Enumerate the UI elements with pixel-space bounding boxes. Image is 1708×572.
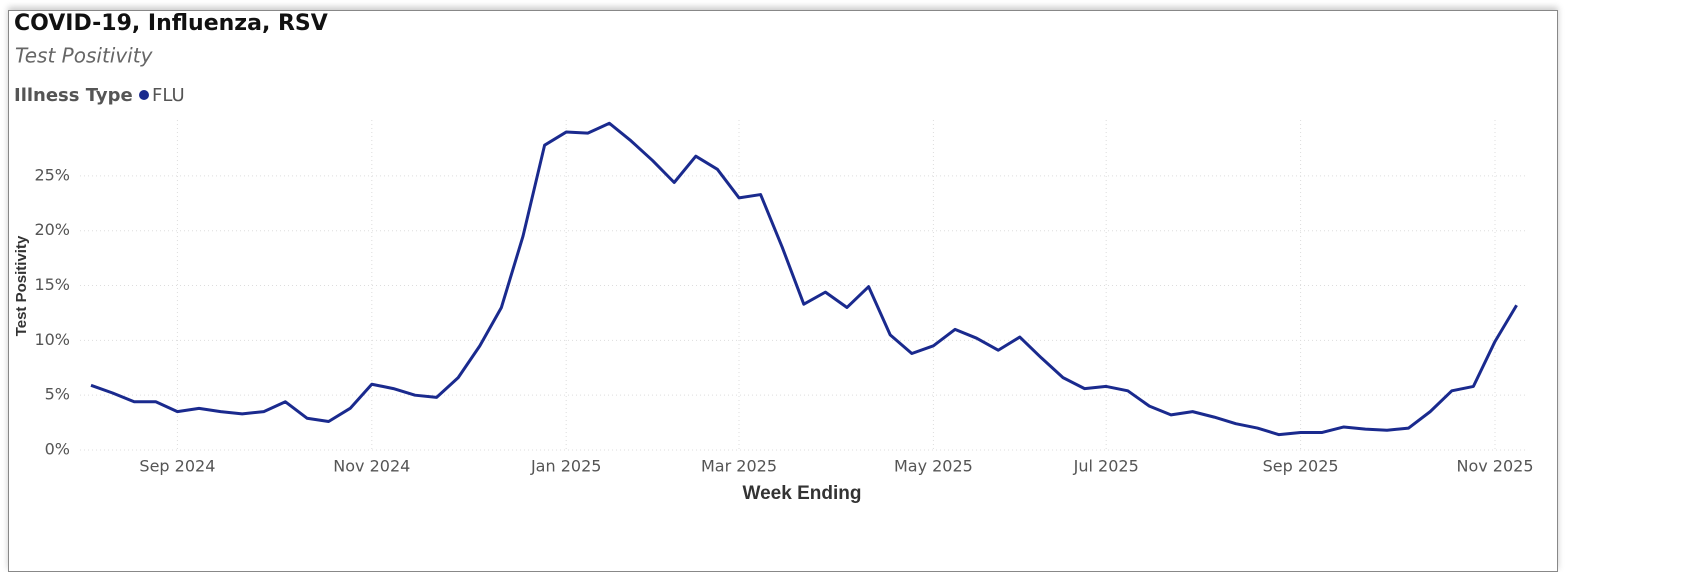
x-tick-label: Nov 2025 [1456, 457, 1533, 476]
chart-title: COVID-19, Influenza, RSV [14, 11, 328, 36]
chart: COVID-19, Influenza, RSV Test Positivity… [13, 11, 1534, 504]
x-tick-label: Jan 2025 [530, 457, 601, 476]
legend-marker [139, 90, 149, 100]
x-tick-label: May 2025 [894, 457, 973, 476]
x-axis-title: Week Ending [743, 483, 862, 504]
y-tick-label: 20% [34, 220, 70, 239]
x-tick-label: Sep 2025 [1263, 457, 1339, 476]
y-tick-label: 25% [34, 165, 70, 184]
y-tick-label: 0% [45, 440, 70, 459]
chart-subtitle: Test Positivity [15, 44, 154, 68]
x-tick-label: Jul 2025 [1073, 457, 1139, 476]
x-tick-label: Mar 2025 [701, 457, 777, 476]
x-tick-label: Sep 2024 [139, 457, 215, 476]
y-axis-title: Test Positivity [13, 235, 30, 336]
legend-title: Illness Type [14, 85, 133, 106]
x-tick-label: Nov 2024 [333, 457, 410, 476]
page: COVID-19, Influenza, RSV Test Positivity… [8, 10, 1558, 572]
y-tick-label: 15% [34, 275, 70, 294]
legend-label: FLU [152, 85, 185, 106]
y-tick-label: 10% [34, 330, 70, 349]
visual-frame [8, 10, 1558, 572]
y-tick-label: 5% [45, 385, 70, 404]
flu-line [90, 121, 1518, 437]
